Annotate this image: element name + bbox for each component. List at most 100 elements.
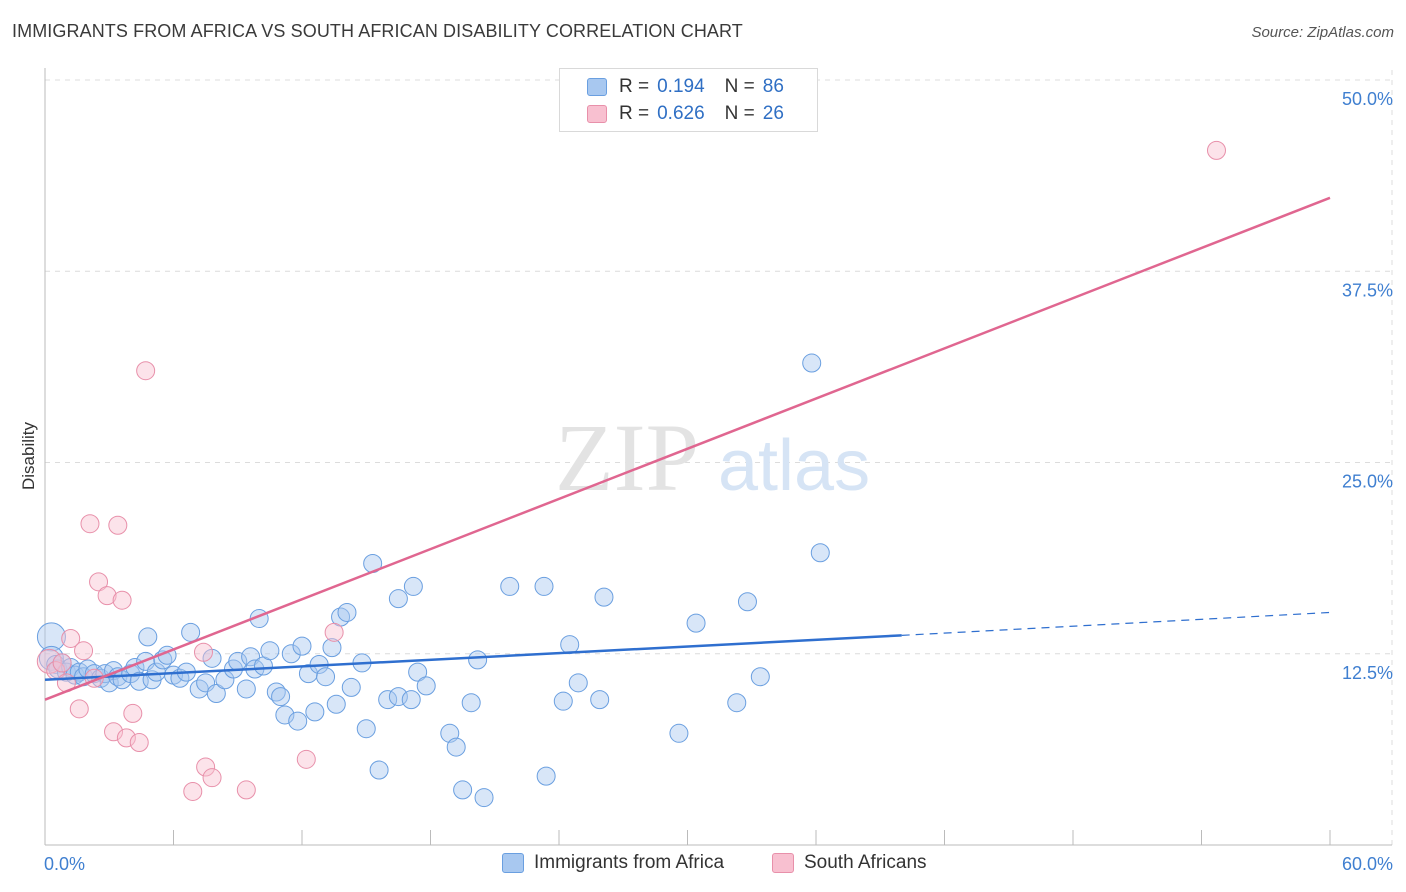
y-axis-label: Disability: [19, 421, 38, 490]
legend-swatch-africa: [587, 78, 607, 96]
data-point: [560, 635, 580, 655]
data-point: [810, 543, 830, 563]
stats-legend: R = 0.194 N = 86 R = 0.626 N = 26: [559, 68, 818, 132]
series-immigrants-from-africa: [36, 353, 830, 808]
data-point: [74, 641, 94, 661]
data-point: [196, 757, 216, 777]
data-point: [727, 693, 747, 713]
axes: [44, 68, 1392, 846]
data-point: [52, 653, 72, 673]
x-tick-label-min: 0.0%: [44, 854, 85, 874]
data-point: [296, 749, 316, 769]
grid-lines: [45, 70, 1393, 845]
legend-n-label: N =: [724, 103, 755, 124]
data-point: [61, 628, 81, 648]
data-point: [453, 780, 473, 800]
source-label: Source: ZipAtlas.com: [1251, 24, 1394, 41]
data-point: [202, 768, 222, 788]
bottom-legend-swatch-africa: [502, 853, 524, 873]
data-point: [536, 766, 556, 786]
legend-r-label: R =: [619, 76, 650, 97]
legend-row-south-africans: R = 0.626 N = 26: [587, 102, 784, 126]
data-point: [281, 644, 301, 664]
data-point: [369, 760, 389, 780]
y-tick-label: 12.5%: [1342, 663, 1393, 683]
watermark-atlas: atlas: [718, 426, 870, 506]
data-point: [236, 780, 256, 800]
tick-labels: 12.5% 25.0% 37.5% 50.0% 0.0% 60.0%: [44, 89, 1393, 874]
legend-r-value: 0.194: [657, 76, 705, 97]
data-point: [553, 691, 573, 711]
legend-row-africa: R = 0.194 N = 86: [587, 75, 784, 99]
data-point: [275, 705, 295, 725]
data-point: [104, 722, 124, 742]
data-point: [288, 711, 308, 731]
data-point: [500, 576, 520, 596]
data-point: [401, 690, 421, 710]
trend-lines: [44, 196, 1331, 701]
data-point: [590, 690, 610, 710]
chart-title: IMMIGRANTS FROM AFRICA VS SOUTH AFRICAN …: [12, 21, 743, 41]
data-point: [416, 676, 436, 696]
data-point: [594, 587, 614, 607]
y-tick-label: 25.0%: [1342, 472, 1393, 492]
data-point: [356, 719, 376, 739]
data-point: [271, 687, 291, 707]
data-point: [181, 622, 201, 642]
data-point: [97, 586, 117, 606]
data-point: [69, 699, 89, 719]
data-point: [193, 642, 213, 662]
data-point: [80, 514, 100, 534]
bottom-legend-swatch-south-africans: [772, 853, 794, 873]
legend-n-value: 86: [762, 76, 784, 97]
data-point: [108, 515, 128, 535]
data-point: [138, 627, 158, 647]
watermark-zip: ZIP: [555, 404, 699, 511]
data-point: [116, 728, 136, 748]
data-point: [750, 667, 770, 687]
data-point: [305, 702, 325, 722]
data-point: [326, 694, 346, 714]
data-point: [316, 667, 336, 687]
data-point: [260, 641, 280, 661]
trend-line-south-africans: [44, 196, 1331, 701]
y-tick-label: 37.5%: [1342, 280, 1393, 300]
bottom-legend-label-south-africans: South Africans: [804, 852, 927, 873]
bottom-legend-africa: Immigrants from Africa: [502, 852, 724, 874]
data-point: [112, 590, 132, 610]
data-point: [568, 673, 588, 693]
legend-r-label: R =: [619, 103, 650, 124]
data-point: [241, 647, 261, 667]
data-point: [446, 737, 466, 757]
data-point: [388, 687, 408, 707]
data-point: [136, 361, 156, 381]
legend-r-value: 0.626: [657, 103, 705, 124]
data-point: [408, 662, 428, 682]
watermark: ZIP atlas: [555, 404, 870, 511]
bottom-legend-south-africans: South Africans: [772, 852, 927, 874]
data-point: [123, 703, 143, 723]
data-point: [337, 602, 357, 622]
data-point: [802, 353, 822, 373]
data-point: [183, 781, 203, 801]
data-point: [378, 690, 398, 710]
data-point: [1206, 140, 1226, 160]
legend-n-label: N =: [724, 76, 755, 97]
trend-line-africa-extension: [901, 611, 1331, 636]
data-point: [341, 677, 361, 697]
data-point: [403, 576, 423, 596]
data-point: [388, 589, 408, 609]
data-point: [322, 638, 342, 658]
data-point: [292, 636, 312, 656]
data-point: [474, 788, 494, 808]
series-south-africans: [36, 140, 1226, 801]
data-point: [36, 648, 62, 674]
data-point: [669, 723, 689, 743]
data-point: [36, 622, 66, 652]
y-tick-label: 50.0%: [1342, 89, 1393, 109]
data-point: [461, 693, 481, 713]
data-point: [737, 592, 757, 612]
trend-line-africa: [44, 634, 902, 682]
data-point: [236, 679, 256, 699]
